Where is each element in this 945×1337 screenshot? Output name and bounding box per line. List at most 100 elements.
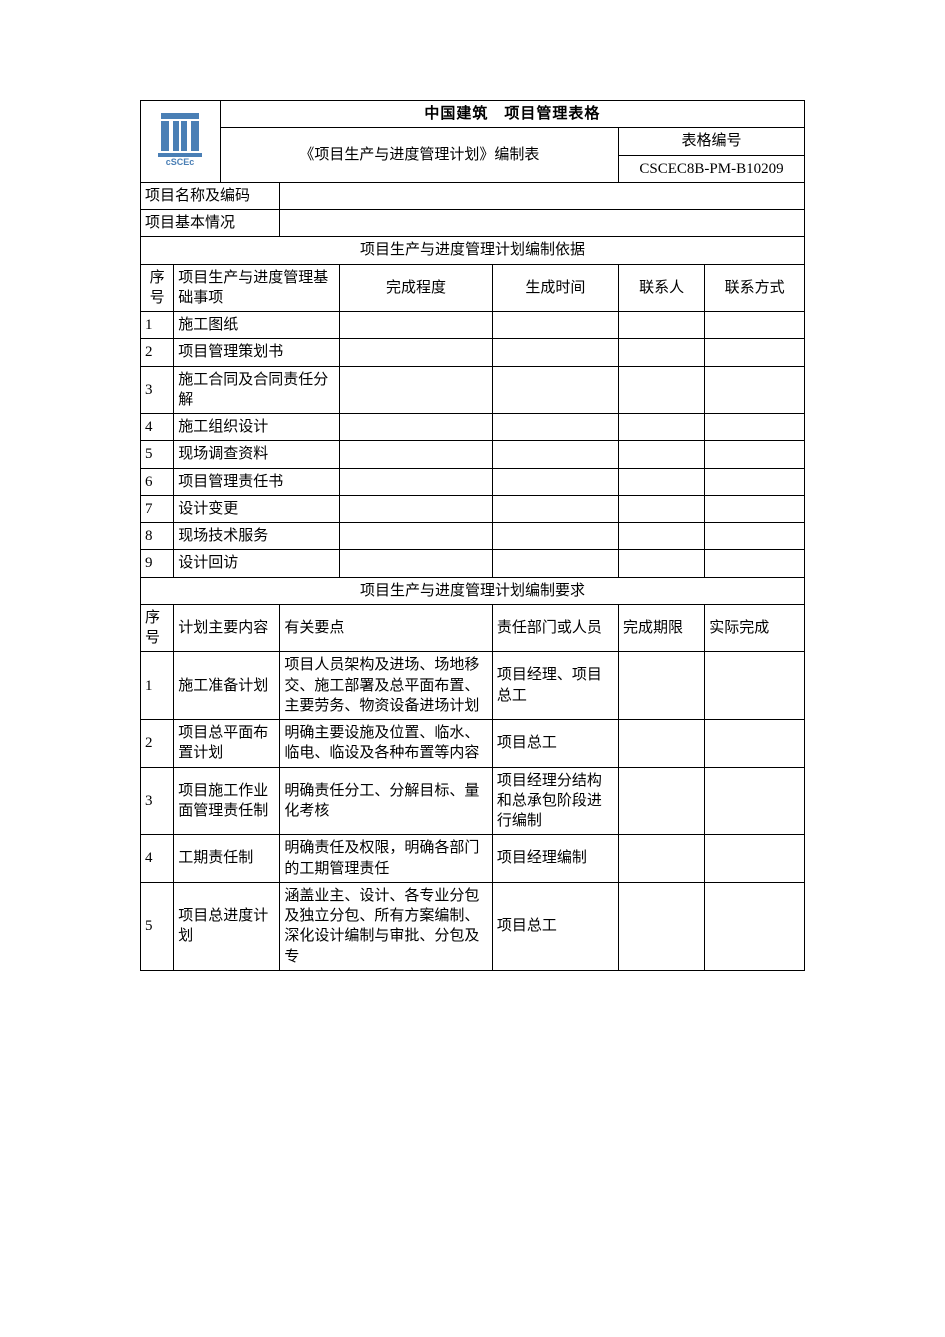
s2-actual [705,835,805,883]
section2-title: 项目生产与进度管理计划编制要求 [141,577,805,604]
svg-text:cSCEc: cSCEc [166,157,195,167]
logo-cell: cSCEc [141,101,221,183]
s1-seq: 5 [141,441,174,468]
s1-contact [619,468,705,495]
s1-contact [619,339,705,366]
s1-contactway [705,550,805,577]
s1-progress [340,441,493,468]
s1-seq: 8 [141,523,174,550]
s2-seq: 4 [141,835,174,883]
s2-col-dept: 责任部门或人员 [492,604,618,652]
s1-progress [340,312,493,339]
project-basic-value [280,210,805,237]
table-row: 8 现场技术服务 [141,523,805,550]
s1-contactway [705,414,805,441]
s2-dept: 项目经理分结构和总承包阶段进行编制 [492,767,618,835]
s1-contact [619,495,705,522]
s2-content: 项目施工作业面管理责任制 [174,767,280,835]
s1-seq: 1 [141,312,174,339]
s2-deadline [619,767,705,835]
s1-progress [340,523,493,550]
s2-actual [705,882,805,970]
s1-progress [340,550,493,577]
s1-item: 施工合同及合同责任分解 [174,366,340,414]
s1-seq: 9 [141,550,174,577]
s1-gentime [492,312,618,339]
s1-col-contact: 联系人 [619,264,705,312]
table-row: 2 项目管理策划书 [141,339,805,366]
s1-progress [340,366,493,414]
cscec-logo: cSCEc [155,109,205,173]
s2-dept: 项目经理、项目总工 [492,652,618,720]
s1-item: 项目管理策划书 [174,339,340,366]
s1-gentime [492,468,618,495]
s1-item: 现场调查资料 [174,441,340,468]
s2-seq: 2 [141,720,174,768]
s2-col-points: 有关要点 [280,604,492,652]
s1-gentime [492,523,618,550]
form-number-label: 表格编号 [619,128,805,155]
s1-item: 项目管理责任书 [174,468,340,495]
s2-col-actual: 实际完成 [705,604,805,652]
s1-col-seq: 序号 [141,264,174,312]
s1-contactway [705,495,805,522]
s1-gentime [492,414,618,441]
s1-item: 现场技术服务 [174,523,340,550]
s1-contactway [705,523,805,550]
table-row: 4 工期责任制 明确责任及权限，明确各部门的工期管理责任 项目经理编制 [141,835,805,883]
s2-points: 涵盖业主、设计、各专业分包及独立分包、所有方案编制、深化设计编制与审批、分包及专 [280,882,492,970]
table-row: 1 施工准备计划 项目人员架构及进场、场地移交、施工部署及总平面布置、主要劳务、… [141,652,805,720]
s2-col-seq: 序号 [141,604,174,652]
table-row: 5 现场调查资料 [141,441,805,468]
s1-gentime [492,550,618,577]
s1-contactway [705,468,805,495]
project-basic-label: 项目基本情况 [141,210,280,237]
table-row: 9 设计回访 [141,550,805,577]
s2-col-deadline: 完成期限 [619,604,705,652]
s1-contactway [705,366,805,414]
s1-contact [619,366,705,414]
table-row: 3 施工合同及合同责任分解 [141,366,805,414]
table-row: 2 项目总平面布置计划 明确主要设施及位置、临水、临电、临设及各种布置等内容 项… [141,720,805,768]
s1-seq: 2 [141,339,174,366]
s2-col-content: 计划主要内容 [174,604,280,652]
s1-contact [619,523,705,550]
s1-item: 施工图纸 [174,312,340,339]
table-row: 7 设计变更 [141,495,805,522]
title-main: 中国建筑 项目管理表格 [220,101,804,128]
s1-col-contactway: 联系方式 [705,264,805,312]
s2-dept: 项目总工 [492,720,618,768]
table-row: 1 施工图纸 [141,312,805,339]
s2-content: 施工准备计划 [174,652,280,720]
s2-deadline [619,720,705,768]
s1-gentime [492,495,618,522]
s2-points: 明确责任分工、分解目标、量化考核 [280,767,492,835]
table-row: 5 项目总进度计划 涵盖业主、设计、各专业分包及独立分包、所有方案编制、深化设计… [141,882,805,970]
s1-contactway [705,312,805,339]
s1-contactway [705,339,805,366]
s2-seq: 5 [141,882,174,970]
s1-col-progress: 完成程度 [340,264,493,312]
s1-contact [619,312,705,339]
s1-item: 设计变更 [174,495,340,522]
s1-contact [619,414,705,441]
s1-progress [340,468,493,495]
s2-actual [705,720,805,768]
s1-contactway [705,441,805,468]
table-row: 4 施工组织设计 [141,414,805,441]
form-table: cSCEc 中国建筑 项目管理表格 《项目生产与进度管理计划》编制表 表格编号 … [140,100,805,971]
s1-progress [340,414,493,441]
project-name-code-label: 项目名称及编码 [141,182,280,209]
s2-points: 明确主要设施及位置、临水、临电、临设及各种布置等内容 [280,720,492,768]
s2-deadline [619,882,705,970]
s1-item: 设计回访 [174,550,340,577]
s1-seq: 7 [141,495,174,522]
s2-seq: 3 [141,767,174,835]
s2-content: 项目总进度计划 [174,882,280,970]
s2-dept: 项目总工 [492,882,618,970]
s1-item: 施工组织设计 [174,414,340,441]
s1-col-gentime: 生成时间 [492,264,618,312]
s2-deadline [619,835,705,883]
s2-points: 项目人员架构及进场、场地移交、施工部署及总平面布置、主要劳务、物资设备进场计划 [280,652,492,720]
s2-content: 项目总平面布置计划 [174,720,280,768]
